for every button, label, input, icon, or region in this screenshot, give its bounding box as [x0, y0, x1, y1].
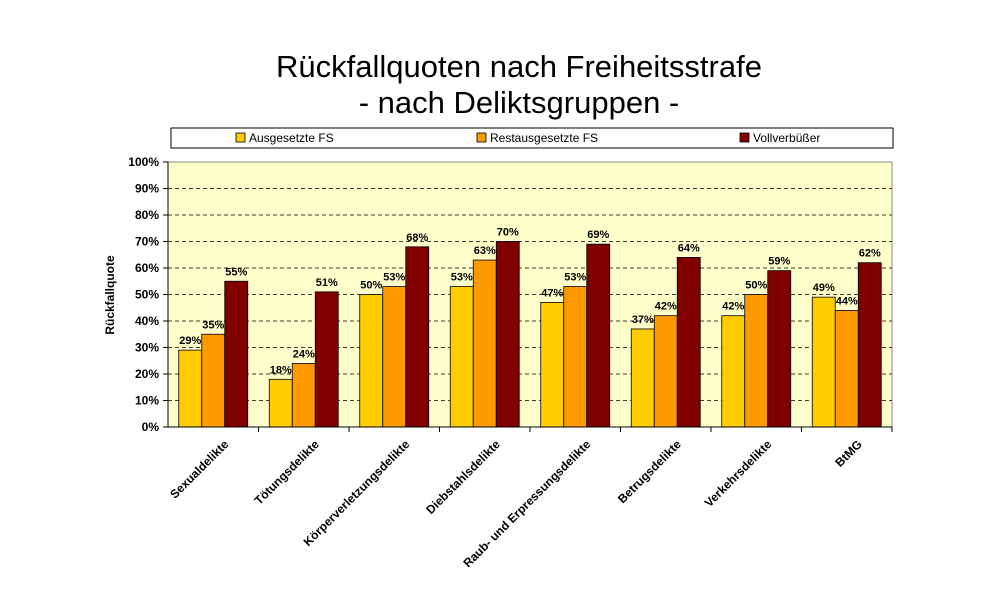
data-label: 62% [859, 248, 881, 260]
y-tick-label: 60% [135, 261, 159, 275]
data-label: 51% [316, 277, 338, 289]
bar [857, 262, 882, 428]
legend-label: Restausgesetzte FS [490, 131, 598, 145]
y-tick-label: 100% [128, 155, 159, 169]
legend-swatch [739, 132, 750, 143]
legend-swatch [235, 132, 246, 143]
bar [224, 280, 249, 428]
data-label: 53% [564, 272, 586, 284]
y-tick-label: 80% [135, 208, 159, 222]
legend-label: Ausgesetzte FS [249, 131, 334, 145]
bar [314, 291, 339, 428]
y-tick-label: 10% [135, 394, 159, 408]
data-label: 69% [587, 229, 609, 241]
data-label: 47% [541, 287, 563, 299]
chart-title-line-1: Rückfallquoten nach Freiheitsstrafe [276, 49, 762, 84]
bar [767, 270, 792, 428]
bar [676, 256, 701, 428]
y-tick-label: 40% [135, 314, 159, 328]
x-category-label: Körperverletzungsdelikte [301, 437, 413, 549]
data-label: 29% [179, 335, 201, 347]
data-label: 53% [451, 272, 473, 284]
x-category-label: Sexualdelikte [167, 437, 231, 501]
y-axis: 0% 10% 20% 30% 40% 50% 60% 70% 80% 90% 100% [128, 155, 169, 434]
x-category-label: Verkehrsdelikte [702, 437, 775, 510]
legend-label: Vollverbüßer [753, 131, 820, 145]
data-label: 44% [836, 295, 858, 307]
bar [540, 302, 565, 428]
y-tick-label: 30% [135, 341, 159, 355]
bar [291, 362, 316, 428]
x-axis: Sexualdelikte TötungsdelikteKörperverletz… [163, 426, 893, 570]
y-axis-label: Rückfallquote [103, 255, 117, 335]
y-tick-label: 90% [135, 182, 159, 196]
data-label: 24% [293, 348, 315, 360]
data-label: 50% [360, 280, 382, 292]
data-label: 42% [655, 301, 677, 313]
bar [811, 296, 836, 428]
chart-title-line-2: - nach Deliktsgruppen - [359, 85, 680, 120]
data-label: 50% [745, 280, 767, 292]
x-category-label: Diebstahlsdelikte [423, 437, 503, 517]
bar [630, 328, 655, 428]
data-label: 55% [225, 266, 247, 278]
data-label: 49% [813, 282, 835, 294]
bar [653, 315, 678, 428]
y-tick-label: 70% [135, 235, 159, 249]
data-label: 53% [383, 272, 405, 284]
bar [201, 333, 226, 428]
data-label: 68% [406, 232, 428, 244]
data-label: 42% [722, 301, 744, 313]
bar [359, 294, 384, 428]
y-tick-label: 0% [142, 420, 160, 434]
bar [721, 315, 746, 428]
bar [472, 259, 497, 428]
bar [449, 286, 474, 428]
bar [586, 243, 611, 428]
bar [495, 241, 520, 428]
legend-box [170, 127, 894, 149]
data-label: 64% [678, 242, 700, 254]
data-label: 63% [474, 245, 496, 257]
data-label: 37% [632, 314, 654, 326]
bar [178, 349, 203, 428]
data-label: 35% [202, 319, 224, 331]
y-tick-label: 20% [135, 367, 159, 381]
bar [405, 246, 430, 428]
bar [744, 294, 769, 428]
y-tick-label: 50% [135, 288, 159, 302]
x-category-label: Tötungsdelikte [252, 437, 322, 507]
bar [563, 286, 588, 428]
bar [382, 286, 407, 428]
legend-swatch [476, 132, 487, 143]
data-label: 70% [497, 227, 519, 239]
bar [834, 309, 859, 428]
bar [268, 378, 293, 428]
x-category-label: Betrugsdelikte [615, 437, 684, 506]
legend: Ausgesetzte FS Restausgesetzte FS Vollverb… [235, 131, 820, 145]
data-label: 18% [270, 364, 292, 376]
data-label: 59% [768, 256, 790, 268]
x-category-label: BtMG [832, 437, 865, 470]
bars: 29%35%55%18%24%51% 50%53%68%53%63%70%47%5… [178, 227, 882, 428]
